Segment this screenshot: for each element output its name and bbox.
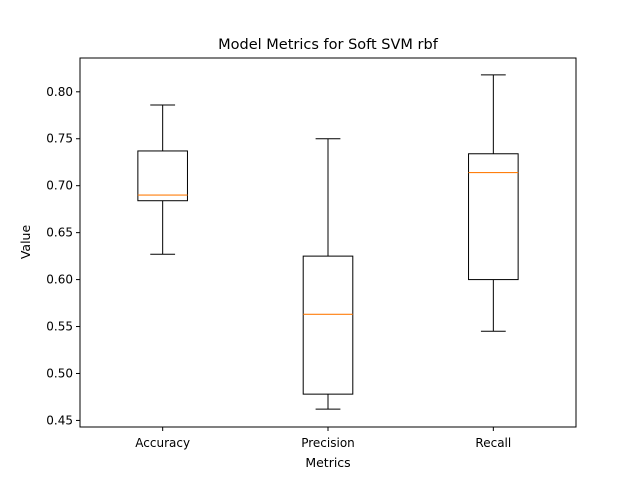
y-tick-label: 0.45 bbox=[46, 413, 73, 427]
recall-box bbox=[468, 153, 519, 281]
y-tick-label: 0.65 bbox=[46, 226, 73, 240]
y-axis-label: Value bbox=[18, 225, 33, 260]
y-tick-label: 0.60 bbox=[46, 273, 73, 287]
plot-area: 0.45 0.50 0.55 0.60 0.65 0.70 0.75 0.80 Accuracy… bbox=[46, 57, 577, 450]
y-tick-label: 0.80 bbox=[46, 85, 73, 99]
y-tick-label: 0.55 bbox=[46, 320, 73, 334]
x-tick-label: Accuracy bbox=[135, 436, 190, 450]
y-tick-label: 0.70 bbox=[46, 179, 73, 193]
y-tick-label: 0.50 bbox=[46, 366, 73, 380]
x-tick-label: Precision bbox=[301, 436, 355, 450]
accuracy-box bbox=[137, 150, 188, 202]
x-tick-label: Recall bbox=[475, 436, 511, 450]
chart-title: Model Metrics for Soft SVM rbf bbox=[218, 37, 439, 53]
x-axis-label: Metrics bbox=[305, 455, 350, 470]
y-tick-label: 0.75 bbox=[46, 132, 73, 146]
precision-box bbox=[302, 255, 354, 395]
